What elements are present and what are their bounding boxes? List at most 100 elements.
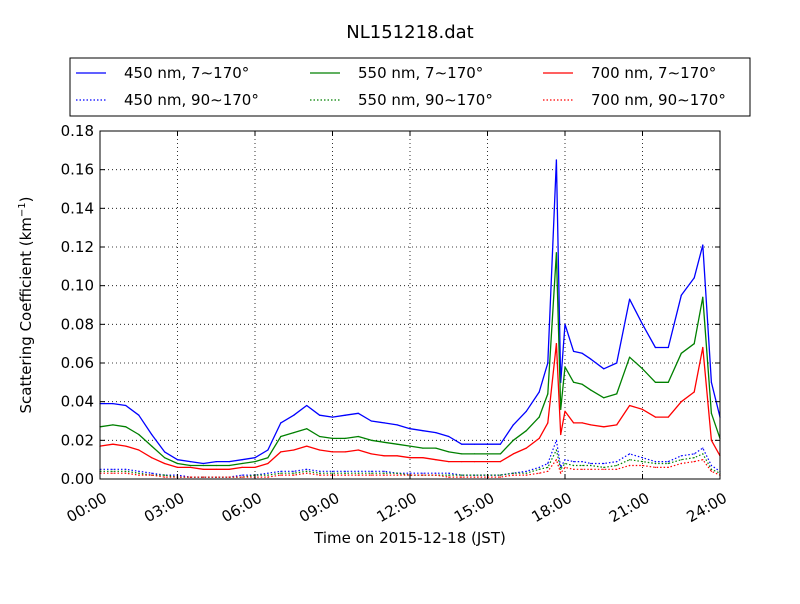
series-0-point [280,422,282,424]
series-5-point [616,468,618,470]
series-5-point [654,466,657,468]
series-4-point [603,466,605,468]
series-2-point [138,449,140,451]
series-2-point [189,466,191,468]
y-tick-label: 0.08 [61,315,94,333]
series-3-point [448,472,450,474]
series-0-point [654,346,657,349]
series-3-point [422,472,424,474]
series-4-point [267,474,269,476]
y-tick-label: 0.12 [61,238,94,256]
series-4-point [573,464,575,467]
y-tick-label: 0.14 [61,199,94,217]
series-0-point [293,414,295,416]
series-1-point [667,381,669,383]
series-3-point [547,462,549,465]
series-4-point [293,472,295,474]
series-1-point [202,464,204,467]
series-5-point [474,476,476,478]
series-2-point [448,461,450,463]
series-4-point [560,468,562,470]
y-tick-label: 0.06 [61,354,94,372]
series-1-point [176,462,179,465]
y-axis-label-end: ) [17,196,35,202]
series-2-point [547,422,549,424]
series-2-point [112,443,114,445]
series-3-point [573,461,575,463]
series-1-point [590,389,592,391]
series-0-point [525,410,527,412]
series-0-point [448,435,450,438]
series-2-point [331,451,334,453]
series-2-point [228,468,230,470]
series-3-point [667,461,669,463]
series-0-point [228,461,230,463]
y-tick-label: 0.02 [61,431,94,449]
series-4-point [693,457,695,459]
series-2-point [125,445,127,447]
series-0-point [254,457,256,459]
series-0-point [667,346,669,349]
series-5-point [461,476,463,478]
series-2-point [293,449,295,451]
series-3-point [693,453,695,455]
series-1-point [555,252,558,254]
series-2-point [254,466,256,468]
y-axis-label-superscript: −1 [17,202,28,217]
series-5-point [499,476,501,478]
series-3-point [138,470,140,472]
series-1-point [125,426,127,428]
series-2-point [344,451,346,453]
series-5-point [319,474,321,476]
series-0-point [383,422,385,424]
series-5-point [693,461,695,463]
series-0-point [241,459,243,461]
series-3-point [710,464,713,467]
series-0-point [547,362,549,364]
series-4-point [306,470,308,472]
series-4-point [370,472,372,474]
series-0-point [629,298,631,300]
series-2-point [370,453,372,455]
series-0-point [409,428,411,430]
series-4-point [512,472,514,474]
series-3-point [555,439,558,441]
series-0-point [512,424,514,426]
series-0-point [710,381,713,383]
series-0-point [319,414,321,416]
series-5-point [344,474,346,476]
series-0-point [151,433,153,436]
series-0-point [202,462,204,465]
series-3-point [629,453,631,455]
series-2-point [555,343,558,345]
series-0-point [344,414,346,416]
series-0-point [357,412,359,414]
series-2-point [693,391,695,393]
series-5-point [151,474,153,476]
series-1-point [306,428,308,430]
series-1-point [189,464,191,467]
series-3-point [112,468,114,470]
series-0-point [370,420,372,422]
series-0-point [555,159,558,161]
series-3-point [306,468,308,470]
series-1-point [564,366,566,368]
series-2-point [215,468,217,470]
series-2-point [641,408,644,410]
series-1-point [422,447,424,449]
series-2-point [241,466,243,468]
series-2-point [164,462,166,465]
series-5-point [573,468,575,470]
legend-label-2: 700 nm, 7∼170° [591,64,716,82]
series-2-point [603,426,605,428]
series-1-point [616,393,618,395]
series-4-point [357,472,359,474]
legend-label-3: 450 nm, 90∼170° [124,91,259,109]
series-0-point [486,443,489,445]
series-5-point [538,472,540,474]
series-3-point [654,461,657,463]
series-1-point [538,416,540,418]
series-3-point [581,461,583,463]
series-5-point [164,476,166,478]
series-1-point [448,451,450,453]
